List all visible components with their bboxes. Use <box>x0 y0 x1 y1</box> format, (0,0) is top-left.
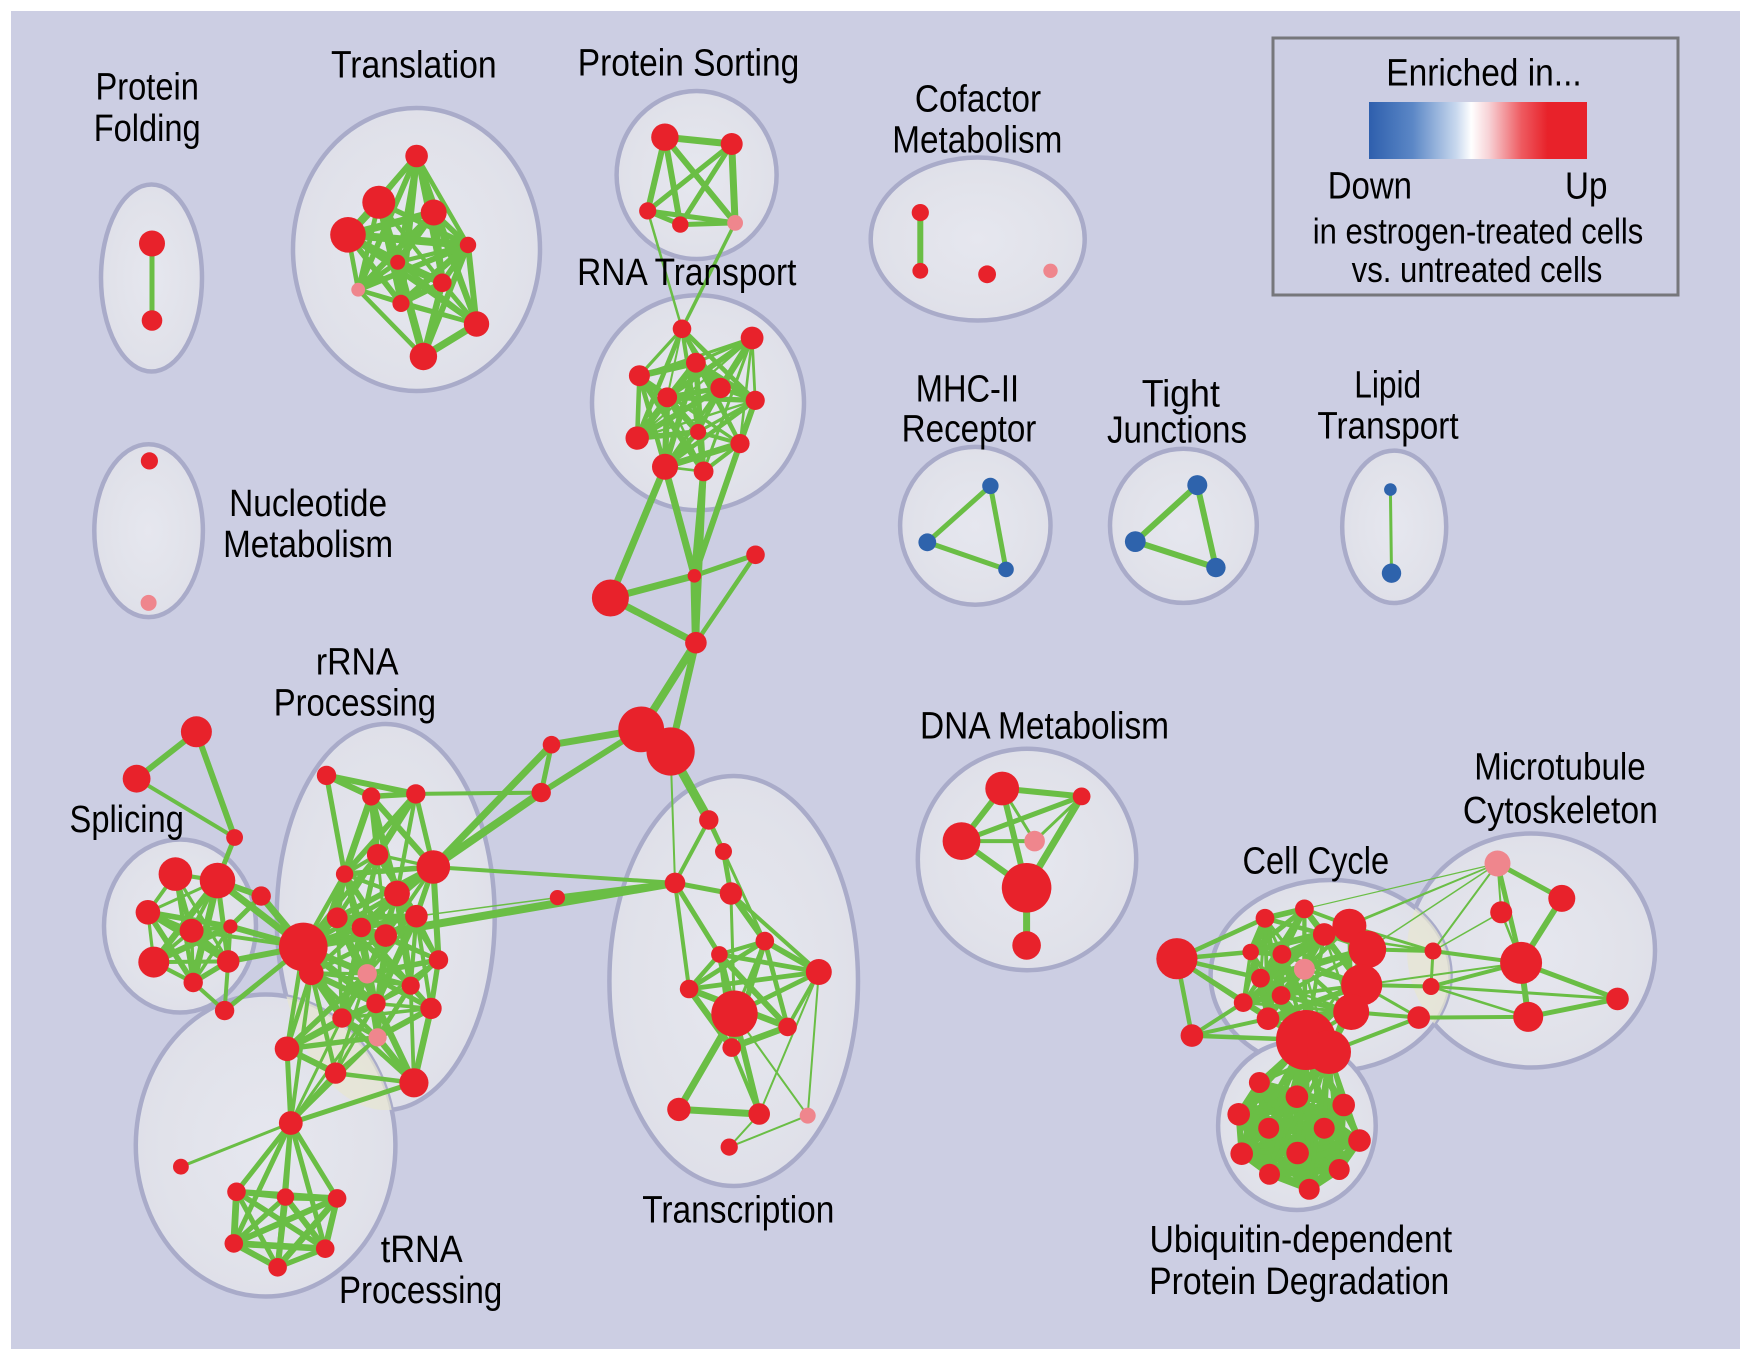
svg-text:Down: Down <box>1328 166 1412 208</box>
svg-text:Protein Degradation: Protein Degradation <box>1149 1261 1449 1303</box>
svg-text:Lipid: Lipid <box>1354 365 1421 407</box>
svg-text:Transcription: Transcription <box>642 1189 834 1231</box>
svg-text:in estrogen-treated cells: in estrogen-treated cells <box>1313 211 1643 252</box>
svg-text:Metabolism: Metabolism <box>892 120 1062 162</box>
svg-text:Processing: Processing <box>339 1270 502 1312</box>
svg-text:Up: Up <box>1565 166 1607 208</box>
svg-text:Tight: Tight <box>1142 374 1221 416</box>
svg-text:Translation: Translation <box>331 44 497 86</box>
svg-text:Ubiquitin-dependent: Ubiquitin-dependent <box>1149 1219 1452 1261</box>
svg-text:Protein Sorting: Protein Sorting <box>578 42 799 84</box>
svg-text:rRNA: rRNA <box>316 642 399 684</box>
svg-text:Metabolism: Metabolism <box>223 524 393 566</box>
svg-text:Protein: Protein <box>96 66 199 108</box>
svg-text:Receptor: Receptor <box>902 408 1037 450</box>
svg-text:Processing: Processing <box>274 683 436 725</box>
svg-text:Junctions: Junctions <box>1107 410 1247 452</box>
svg-text:Cofactor: Cofactor <box>915 78 1041 120</box>
svg-text:Cell Cycle: Cell Cycle <box>1243 841 1390 883</box>
svg-text:RNA Transport: RNA Transport <box>577 252 797 294</box>
svg-text:MHC-II: MHC-II <box>916 368 1019 410</box>
svg-text:Enriched in...: Enriched in... <box>1386 53 1581 95</box>
svg-text:Nucleotide: Nucleotide <box>229 483 387 525</box>
svg-text:DNA Metabolism: DNA Metabolism <box>920 706 1169 748</box>
svg-text:Cytoskeleton: Cytoskeleton <box>1463 790 1658 832</box>
svg-text:tRNA: tRNA <box>381 1229 464 1271</box>
svg-text:Splicing: Splicing <box>70 799 184 841</box>
svg-text:Transport: Transport <box>1317 406 1459 448</box>
svg-text:Microtubule: Microtubule <box>1474 746 1645 788</box>
svg-text:Folding: Folding <box>94 108 201 150</box>
svg-text:vs. untreated cells: vs. untreated cells <box>1352 249 1603 290</box>
